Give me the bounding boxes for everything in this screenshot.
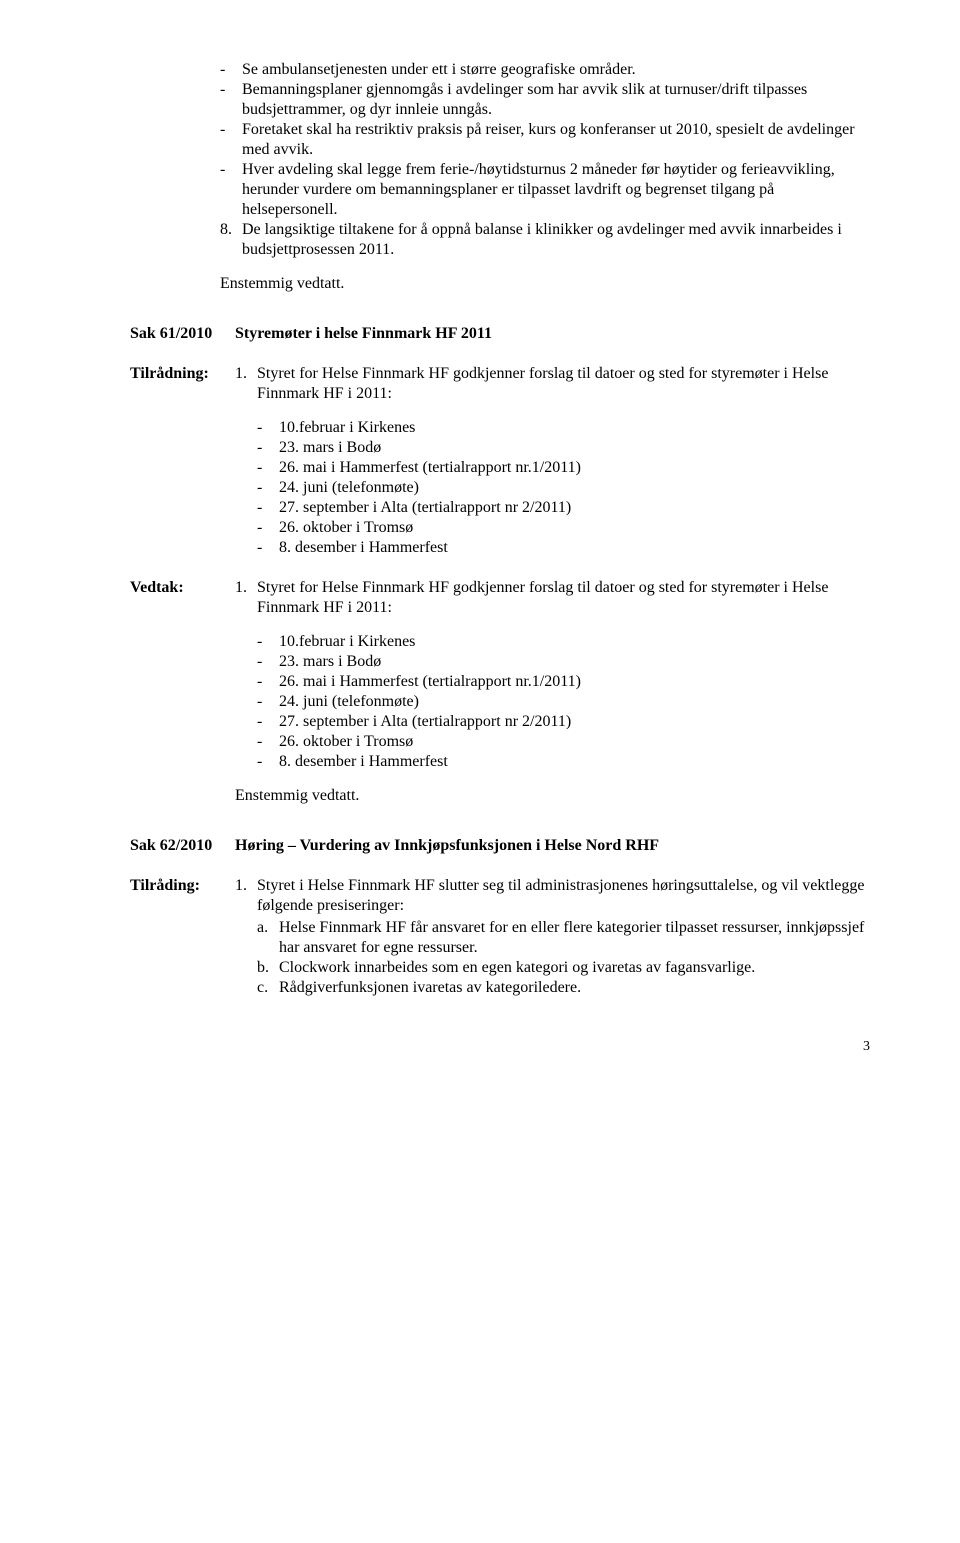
date-text: 26. oktober i Tromsø	[279, 519, 413, 536]
alpha-item: a. Helse Finnmark HF får ansvaret for en…	[257, 918, 870, 958]
tilrading-text: Styret i Helse Finnmark HF slutter seg t…	[257, 877, 864, 914]
vedtak-row: Vedtak: 1. Styret for Helse Finnmark HF …	[130, 578, 870, 806]
date-item: 24. juni (telefonmøte)	[257, 692, 870, 712]
date-item: 8. desember i Hammerfest	[257, 752, 870, 772]
vedtak-label: Vedtak:	[130, 578, 235, 598]
top-bullet-list: Se ambulansetjenesten under ett i større…	[220, 60, 870, 220]
tilrading-list: 1. Styret i Helse Finnmark HF slutter se…	[235, 876, 870, 998]
bullet-item: Se ambulansetjenesten under ett i større…	[220, 60, 870, 80]
vedtak-text: Styret for Helse Finnmark HF godkjenner …	[257, 579, 828, 616]
date-item: 23. mars i Bodø	[257, 652, 870, 672]
sak-61-heading-row: Sak 61/2010 Styremøter i helse Finnmark …	[130, 324, 870, 344]
date-item: 23. mars i Bodø	[257, 438, 870, 458]
date-item: 10.februar i Kirkenes	[257, 418, 870, 438]
alpha-text: Helse Finnmark HF får ansvaret for en el…	[279, 919, 864, 956]
tilradning-item: 1. Styret for Helse Finnmark HF godkjenn…	[235, 364, 870, 404]
date-item: 26. oktober i Tromsø	[257, 518, 870, 538]
vedtak-item: 1. Styret for Helse Finnmark HF godkjenn…	[235, 578, 870, 618]
date-text: 24. juni (telefonmøte)	[279, 479, 419, 496]
date-text: 24. juni (telefonmøte)	[279, 693, 419, 710]
vedtak-content: 1. Styret for Helse Finnmark HF godkjenn…	[235, 578, 870, 806]
closing-line: Enstemmig vedtatt.	[220, 274, 870, 294]
date-item: 26. mai i Hammerfest (tertialrapport nr.…	[257, 458, 870, 478]
sak-61-prefix: Sak 61/2010	[130, 324, 235, 344]
numbered-item: 8. De langsiktige tiltakene for å oppnå …	[220, 220, 870, 260]
date-item: 26. mai i Hammerfest (tertialrapport nr.…	[257, 672, 870, 692]
date-text: 26. mai i Hammerfest (tertialrapport nr.…	[279, 673, 581, 690]
date-text: 10.februar i Kirkenes	[279, 419, 415, 436]
bullet-item: Foretaket skal ha restriktiv praksis på …	[220, 120, 870, 160]
bullet-text: Se ambulansetjenesten under ett i større…	[242, 61, 636, 78]
vedtak-list: 1. Styret for Helse Finnmark HF godkjenn…	[235, 578, 870, 618]
page-number: 3	[130, 1038, 870, 1056]
date-item: 27. september i Alta (tertialrapport nr …	[257, 498, 870, 518]
date-text: 8. desember i Hammerfest	[279, 539, 448, 556]
date-item: 8. desember i Hammerfest	[257, 538, 870, 558]
numbered-text: De langsiktige tiltakene for å oppnå bal…	[242, 221, 842, 258]
bullet-item: Bemanningsplaner gjennomgås i avdelinger…	[220, 80, 870, 120]
tilrading-content: 1. Styret i Helse Finnmark HF slutter se…	[235, 876, 870, 998]
tilradning-row: Tilrådning: 1. Styret for Helse Finnmark…	[130, 364, 870, 558]
alpha-text: Clockwork innarbeides som en egen katego…	[279, 959, 755, 976]
date-item: 10.februar i Kirkenes	[257, 632, 870, 652]
sak-62-section: Sak 62/2010 Høring – Vurdering av Innkjø…	[130, 836, 870, 998]
tilradning-content: 1. Styret for Helse Finnmark HF godkjenn…	[235, 364, 870, 558]
date-text: 27. september i Alta (tertialrapport nr …	[279, 713, 571, 730]
date-text: 23. mars i Bodø	[279, 653, 381, 670]
sak-61-heading: Styremøter i helse Finnmark HF 2011	[235, 324, 870, 344]
date-text: 8. desember i Hammerfest	[279, 753, 448, 770]
tilradning-label: Tilrådning:	[130, 364, 235, 384]
sak-61-section: Sak 61/2010 Styremøter i helse Finnmark …	[130, 324, 870, 806]
tilradning-text: Styret for Helse Finnmark HF godkjenner …	[257, 365, 828, 402]
date-item: 27. september i Alta (tertialrapport nr …	[257, 712, 870, 732]
date-text: 23. mars i Bodø	[279, 439, 381, 456]
bullet-text: Hver avdeling skal legge frem ferie-/høy…	[242, 161, 835, 218]
num-marker: 8.	[220, 220, 232, 240]
tilradning-dates: 10.februar i Kirkenes 23. mars i Bodø 26…	[257, 418, 870, 558]
num-marker: 1.	[235, 876, 247, 896]
tilrading-row: Tilråding: 1. Styret i Helse Finnmark HF…	[130, 876, 870, 998]
alpha-marker: c.	[257, 978, 268, 998]
bullet-item: Hver avdeling skal legge frem ferie-/høy…	[220, 160, 870, 220]
tilradning-list: 1. Styret for Helse Finnmark HF godkjenn…	[235, 364, 870, 404]
bullet-text: Foretaket skal ha restriktiv praksis på …	[242, 121, 855, 158]
alpha-list: a. Helse Finnmark HF får ansvaret for en…	[257, 918, 870, 998]
vedtak-dates: 10.februar i Kirkenes 23. mars i Bodø 26…	[257, 632, 870, 772]
alpha-item: b. Clockwork innarbeides som en egen kat…	[257, 958, 870, 978]
alpha-marker: a.	[257, 918, 268, 938]
sak-62-heading-row: Sak 62/2010 Høring – Vurdering av Innkjø…	[130, 836, 870, 856]
sak-62-prefix: Sak 62/2010	[130, 836, 235, 856]
top-indented-block: Se ambulansetjenesten under ett i større…	[220, 60, 870, 294]
alpha-marker: b.	[257, 958, 269, 978]
date-text: 26. oktober i Tromsø	[279, 733, 413, 750]
alpha-text: Rådgiverfunksjonen ivaretas av kategoril…	[279, 979, 581, 996]
date-text: 26. mai i Hammerfest (tertialrapport nr.…	[279, 459, 581, 476]
num-marker: 1.	[235, 364, 247, 384]
date-text: 10.februar i Kirkenes	[279, 633, 415, 650]
top-numbered-list: 8. De langsiktige tiltakene for å oppnå …	[220, 220, 870, 260]
vedtak-closing: Enstemmig vedtatt.	[235, 786, 870, 806]
alpha-item: c. Rådgiverfunksjonen ivaretas av katego…	[257, 978, 870, 998]
bullet-text: Bemanningsplaner gjennomgås i avdelinger…	[242, 81, 807, 118]
tilrading-item: 1. Styret i Helse Finnmark HF slutter se…	[235, 876, 870, 998]
date-item: 26. oktober i Tromsø	[257, 732, 870, 752]
sak-62-heading: Høring – Vurdering av Innkjøpsfunksjonen…	[235, 836, 870, 856]
date-text: 27. september i Alta (tertialrapport nr …	[279, 499, 571, 516]
num-marker: 1.	[235, 578, 247, 598]
date-item: 24. juni (telefonmøte)	[257, 478, 870, 498]
tilrading-label: Tilråding:	[130, 876, 235, 896]
